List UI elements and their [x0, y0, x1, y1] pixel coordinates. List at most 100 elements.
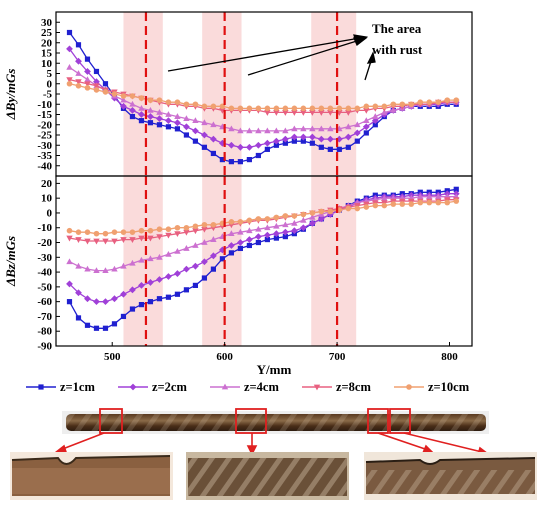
data-point [156, 122, 163, 128]
data-point [399, 101, 406, 108]
data-point [156, 296, 163, 302]
data-point [345, 144, 351, 150]
data-point [84, 295, 91, 303]
rust-box-2 [235, 408, 267, 434]
data-point [290, 227, 298, 235]
data-point [273, 110, 280, 116]
data-point [147, 113, 154, 120]
data-point [363, 130, 369, 136]
data-point [300, 105, 307, 112]
data-point [174, 113, 181, 119]
data-point [371, 117, 379, 125]
data-point [236, 239, 244, 246]
data-point [147, 97, 154, 103]
data-point [138, 95, 145, 101]
data-point [282, 105, 289, 112]
data-point [147, 227, 154, 234]
data-point [192, 228, 199, 235]
annotation-arrows [167, 34, 376, 81]
data-point [183, 265, 190, 273]
data-point [201, 144, 208, 150]
data-point [264, 236, 270, 243]
x-tick-label: 500 [104, 351, 121, 363]
data-point [174, 247, 181, 254]
data-point [417, 199, 424, 206]
data-point [255, 239, 261, 246]
data-point [426, 193, 433, 200]
y-tick-label: -30 [37, 252, 52, 264]
y-tick-label: 0 [47, 78, 53, 90]
series-z=1cm [66, 29, 459, 165]
zoom-arrows [52, 432, 491, 456]
data-point [390, 107, 397, 113]
data-point [246, 217, 253, 224]
data-point [66, 227, 73, 234]
data-point [93, 83, 100, 90]
data-point [129, 100, 136, 107]
data-point [363, 103, 370, 110]
y-tick-label: -40 [37, 160, 52, 172]
data-point [75, 70, 82, 76]
data-point [282, 127, 289, 134]
data-point [138, 256, 145, 263]
data-point [192, 242, 199, 248]
data-point [192, 101, 199, 108]
data-point [417, 193, 424, 200]
data-point [228, 219, 235, 225]
data-point [102, 81, 109, 87]
data-point [120, 102, 127, 110]
data-point [138, 227, 145, 234]
data-point [66, 45, 73, 53]
plot-frame [55, 175, 473, 347]
data-point [165, 232, 172, 239]
data-point [138, 111, 145, 118]
data-point [318, 208, 325, 215]
data-point [66, 63, 73, 70]
y-tick-label: -10 [37, 99, 52, 111]
data-point [245, 236, 253, 243]
data-point [264, 105, 271, 112]
data-point [165, 124, 172, 130]
data-point [318, 144, 324, 150]
data-point [255, 127, 262, 134]
data-point [363, 108, 370, 114]
data-point [84, 68, 91, 75]
data-point [281, 228, 289, 236]
data-point [264, 110, 271, 116]
data-point [272, 137, 280, 145]
data-point [75, 262, 82, 269]
data-point [201, 221, 208, 228]
data-point [300, 216, 307, 223]
y-tick-label: -40 [37, 267, 52, 279]
data-point [291, 125, 298, 132]
y-tick-label: -5 [43, 89, 53, 101]
data-point [93, 87, 100, 93]
data-point [84, 238, 91, 245]
y-tick-label: -50 [37, 281, 52, 293]
y-tick-label: -35 [37, 150, 52, 162]
y-tick-label: 15 [41, 48, 53, 60]
data-point [237, 228, 244, 235]
data-point [129, 286, 136, 294]
data-point [75, 57, 82, 65]
data-point [381, 109, 388, 115]
data-point [453, 198, 460, 204]
data-point [111, 229, 118, 235]
data-point [75, 315, 82, 321]
rust-annotation: The area with rust [167, 21, 423, 81]
data-point [263, 231, 271, 239]
data-point [66, 258, 73, 265]
data-point [336, 146, 342, 152]
data-point [75, 83, 82, 89]
data-point [201, 275, 208, 281]
series-z=10cm [66, 198, 460, 237]
y-tick-label: -60 [37, 296, 52, 308]
data-point [174, 119, 181, 127]
data-point [183, 115, 190, 121]
data-point [183, 132, 190, 138]
data-point [93, 267, 100, 274]
data-point [354, 121, 361, 128]
data-point [426, 199, 433, 206]
data-point [228, 250, 234, 256]
y-tick-label: -25 [37, 130, 52, 142]
